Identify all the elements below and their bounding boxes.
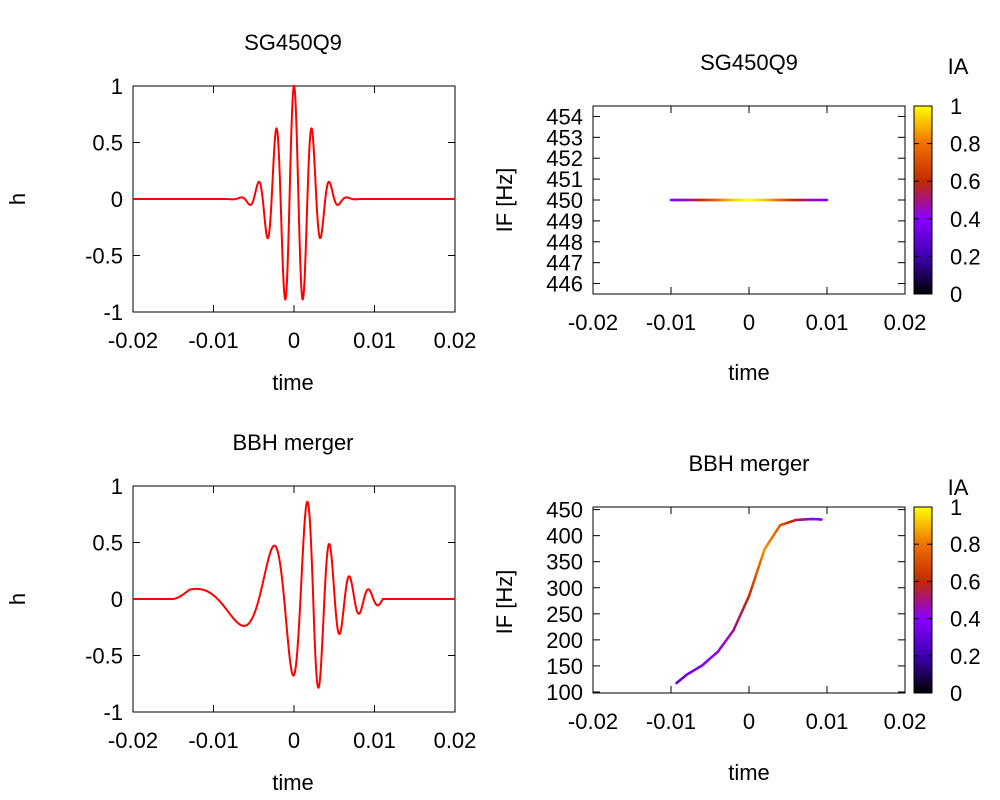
chart-title: SG450Q9 <box>700 50 798 75</box>
x-tick-label: -0.02 <box>108 728 158 753</box>
x-tick-label: 0.02 <box>884 310 927 335</box>
y-tick-label: 447 <box>546 251 583 276</box>
x-tick-label: -0.02 <box>108 328 158 353</box>
y-axis-label: h <box>5 593 30 605</box>
x-tick-label: 0.02 <box>434 328 477 353</box>
x-tick-label: -0.01 <box>646 709 696 734</box>
x-tick-label: 0 <box>288 328 300 353</box>
chart-title: SG450Q9 <box>244 30 342 55</box>
y-tick-label: 449 <box>546 209 583 234</box>
colorbar-tick-label: 0.4 <box>950 207 981 232</box>
colorbar-label: IA <box>948 475 969 500</box>
x-tick-label: -0.01 <box>188 328 238 353</box>
colorbar-tick-label: 1 <box>950 94 962 119</box>
y-tick-label: -0.5 <box>85 644 123 669</box>
x-tick-label: 0 <box>743 709 755 734</box>
x-tick-label: 0.01 <box>806 709 849 734</box>
y-tick-label: 451 <box>546 167 583 192</box>
y-tick-label: 1 <box>111 74 123 99</box>
colorbar-tick-label: 0.2 <box>950 644 981 669</box>
x-tick-label: 0.01 <box>353 728 396 753</box>
y-tick-label: 454 <box>546 104 583 129</box>
y-tick-label: 300 <box>546 576 583 601</box>
y-tick-label: -1 <box>103 700 123 725</box>
x-tick-label: 0.02 <box>434 728 477 753</box>
plot-frame <box>592 506 906 694</box>
x-tick-label: -0.02 <box>568 310 618 335</box>
y-tick-label: 453 <box>546 125 583 150</box>
y-tick-label: 100 <box>546 680 583 705</box>
colorbar-tick-label: 0.6 <box>950 169 981 194</box>
panel-bbh-frequency: BBH merger IF [Hz] time 4504003503002502… <box>492 451 981 785</box>
colorbar-label: IA <box>948 54 969 79</box>
waveform-line <box>133 84 455 301</box>
y-tick-label: 400 <box>546 524 583 549</box>
colorbar-tick-label: 0.6 <box>950 569 981 594</box>
y-tick-label: -1 <box>103 300 123 325</box>
panel-bbh-waveform: BBH merger h time 1 0.5 0 -0.5 -1 -0.02 -0.01 0… <box>5 430 476 795</box>
x-tick-label: 0.02 <box>884 709 927 734</box>
y-tick-label: 450 <box>546 498 583 523</box>
x-tick-label: 0.01 <box>353 328 396 353</box>
colorbar-tick-label: 0.8 <box>950 132 981 157</box>
y-axis-label: IF [Hz] <box>492 570 517 635</box>
y-tick-label: -0.5 <box>85 244 123 269</box>
y-axis-label: h <box>5 193 30 205</box>
colorbar-tick-label: 0.4 <box>950 607 981 632</box>
x-tick-label: 0.01 <box>806 310 849 335</box>
y-tick-label: 448 <box>546 230 583 255</box>
y-tick-label: 446 <box>546 272 583 297</box>
y-tick-label: 0.5 <box>92 531 123 556</box>
colorbar <box>913 105 933 295</box>
y-tick-label: 0 <box>111 187 123 212</box>
if-curve <box>675 517 823 685</box>
x-tick-label: -0.01 <box>646 310 696 335</box>
waveform-line <box>133 500 455 689</box>
x-axis-label: time <box>272 770 314 795</box>
chart-title: BBH merger <box>232 430 353 455</box>
plot-frame <box>592 105 906 295</box>
y-tick-label: 150 <box>546 654 583 679</box>
colorbar-tick-label: 0.8 <box>950 532 981 557</box>
y-tick-label: 450 <box>546 188 583 213</box>
y-tick-label: 350 <box>546 550 583 575</box>
y-axis-label: IF [Hz] <box>492 168 517 233</box>
x-axis-label: time <box>728 360 770 385</box>
x-tick-label: -0.02 <box>568 709 618 734</box>
y-tick-label: 0 <box>111 587 123 612</box>
x-axis-label: time <box>272 370 314 395</box>
x-tick-label: 0 <box>288 728 300 753</box>
colorbar <box>913 506 933 694</box>
colorbar-tick-label: 0 <box>950 681 962 706</box>
x-tick-label: 0 <box>743 310 755 335</box>
colorbar-tick-label: 0 <box>950 282 962 307</box>
y-tick-label: 0.5 <box>92 131 123 156</box>
colorbar-tick-label: 1 <box>950 495 962 520</box>
x-tick-label: -0.01 <box>188 728 238 753</box>
y-tick-label: 452 <box>546 146 583 171</box>
y-tick-label: 200 <box>546 628 583 653</box>
colorbar-tick-label: 0.2 <box>950 244 981 269</box>
x-axis-label: time <box>728 760 770 785</box>
panel-sg-waveform: SG450Q9 h time 1 0.5 0 -0.5 -1 -0.02 -0.01 0 0.0… <box>5 30 476 395</box>
y-tick-label: 250 <box>546 602 583 627</box>
y-tick-label: 1 <box>111 474 123 499</box>
panel-sg-frequency: SG450Q9 IF [Hz] time 4544534524514504494… <box>492 50 981 385</box>
chart-title: BBH merger <box>688 451 809 476</box>
